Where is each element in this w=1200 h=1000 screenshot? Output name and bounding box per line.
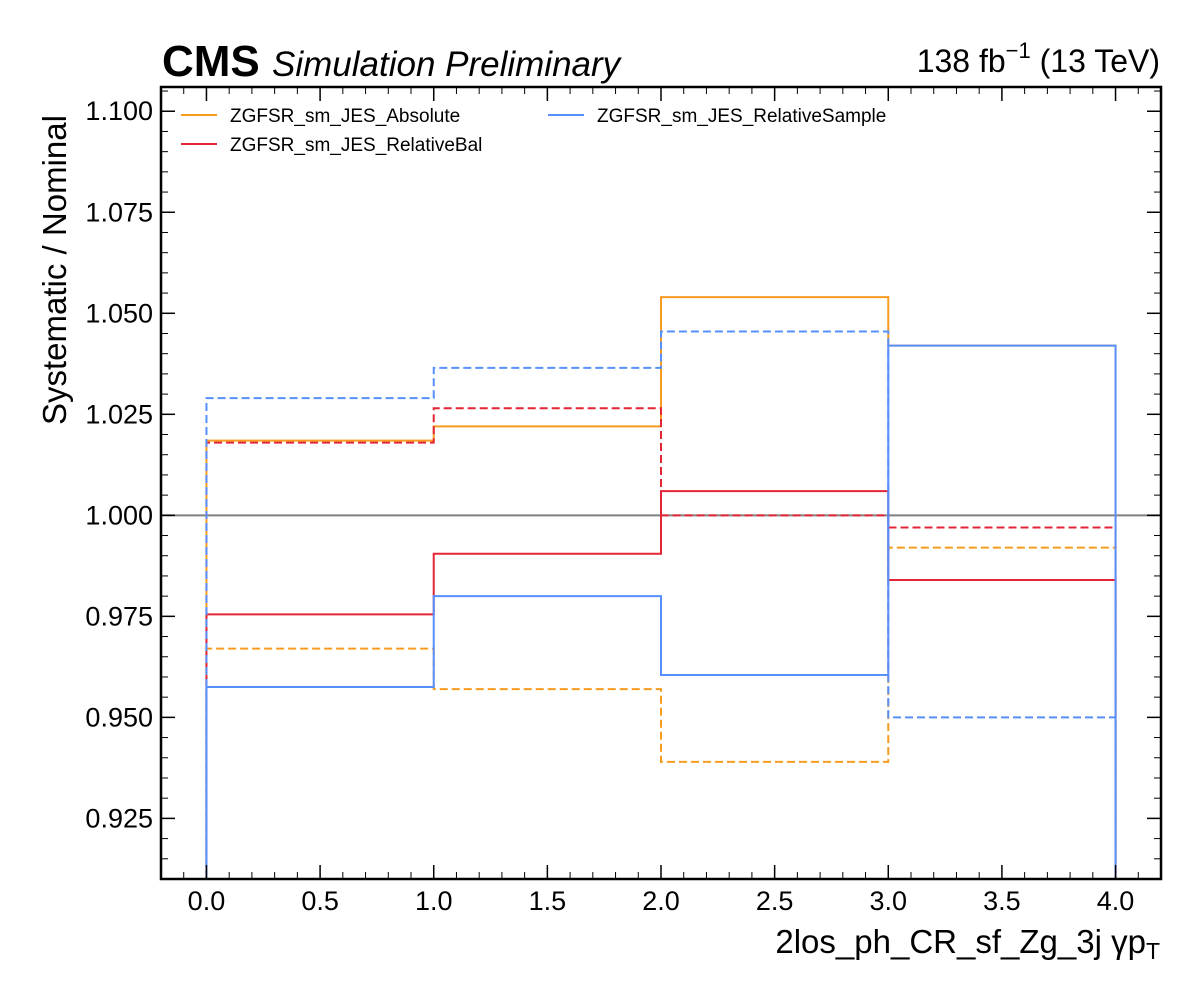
y-axis-title: Systematic / Nominal <box>36 115 73 425</box>
luminosity-label: 138 fb−1 (13 TeV) <box>917 38 1160 79</box>
x-tick-label: 0.0 <box>188 886 226 916</box>
x-tick-label: 1.0 <box>415 886 453 916</box>
x-axis-title: 2los_ph_CR_sf_Zg_3j γpT <box>775 923 1160 964</box>
y-tick-label: 0.950 <box>85 702 153 732</box>
series-line-0-up <box>205 296 1117 879</box>
y-tick-label: 1.100 <box>85 96 153 126</box>
series-line-2-down <box>205 344 1117 879</box>
plot-frame <box>159 85 1163 881</box>
legend-label: ZGFSR_sm_JES_RelativeBal <box>230 135 482 156</box>
series-line-1-down <box>205 490 1117 879</box>
experiment-label: CMS <box>162 37 260 86</box>
y-tick-label: 0.975 <box>85 601 153 631</box>
x-tick-label: 3.5 <box>983 886 1021 916</box>
y-tick-label: 0.925 <box>85 803 153 833</box>
y-tick-label: 1.025 <box>85 399 153 429</box>
series-line-0-down <box>205 546 1117 879</box>
x-tick-label: 1.5 <box>529 886 567 916</box>
x-tick-label: 0.5 <box>301 886 339 916</box>
x-tick-label: 3.0 <box>869 886 907 916</box>
y-tick-label: 1.050 <box>85 298 153 328</box>
series-line-2-up <box>205 330 1117 879</box>
y-tick-label: 1.000 <box>85 500 153 530</box>
y-tick-label: 1.075 <box>85 197 153 227</box>
legend-label: ZGFSR_sm_JES_RelativeSample <box>597 106 886 127</box>
status-label: Simulation Preliminary <box>272 45 623 84</box>
x-tick-label: 2.5 <box>756 886 794 916</box>
x-tick-label: 2.0 <box>642 886 680 916</box>
series-line-1-up <box>205 407 1117 879</box>
legend-label: ZGFSR_sm_JES_Absolute <box>230 106 460 127</box>
x-tick-label: 4.0 <box>1097 886 1135 916</box>
